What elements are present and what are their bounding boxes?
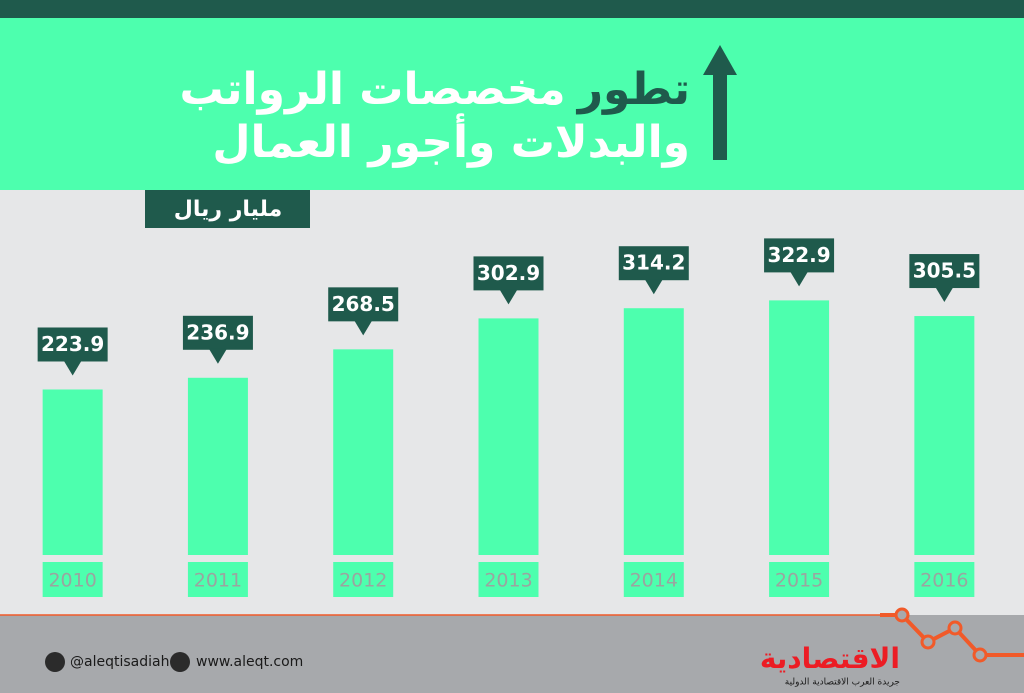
callout-pointer — [790, 271, 809, 287]
x-tick-label: 2015 — [775, 570, 823, 592]
callout-pointer — [935, 287, 954, 303]
decor-dot — [947, 620, 963, 636]
bar — [42, 389, 103, 555]
title-arrow — [703, 45, 737, 160]
x-tick-label: 2016 — [920, 570, 968, 592]
bar — [187, 377, 248, 555]
year-box — [914, 562, 975, 597]
callout-pointer — [208, 348, 227, 364]
x-tick-label: 2012 — [339, 570, 387, 592]
unit-label: مليار ريال — [174, 197, 282, 222]
year-box — [478, 562, 539, 597]
year-box — [623, 562, 684, 597]
web-icon — [170, 652, 190, 672]
value-callout — [909, 254, 980, 289]
x-tick-label: 2014 — [630, 570, 678, 592]
title-lead: تطور — [576, 64, 690, 115]
unit-box — [145, 190, 310, 228]
bar — [623, 308, 684, 555]
value-callout — [182, 315, 253, 350]
value-label: 314.2 — [622, 251, 685, 275]
logo-tagline: جريدة العرب الاقتصادية الدولية — [785, 678, 900, 688]
value-callout — [37, 327, 108, 362]
value-label: 305.5 — [913, 259, 976, 283]
year-box — [769, 562, 830, 597]
bar — [478, 318, 539, 555]
callout-pointer — [644, 279, 663, 295]
header-band — [0, 18, 1024, 190]
callout-pointer — [63, 360, 82, 376]
twitter-icon — [45, 652, 65, 672]
bar — [769, 300, 830, 555]
title-rest: مخصصات الرواتب — [179, 64, 565, 115]
top-strip — [0, 0, 1024, 18]
x-tick-label: 2010 — [48, 570, 96, 592]
x-tick-label: 2013 — [484, 570, 532, 592]
bar — [914, 316, 975, 555]
bar — [333, 349, 394, 555]
year-box — [333, 562, 394, 597]
website: www.aleqt.com — [196, 654, 303, 670]
x-tick-label: 2011 — [194, 570, 242, 592]
value-callout — [764, 238, 835, 273]
value-label: 302.9 — [477, 261, 540, 285]
callout-pointer — [354, 320, 373, 336]
logo: الاقتصادية — [760, 642, 900, 675]
twitter-handle: @aleqtisadiah — [70, 654, 169, 670]
chart-title: تطورمخصصات الرواتب — [179, 64, 690, 115]
decor-dot — [920, 634, 936, 650]
value-callout — [618, 246, 689, 281]
year-box — [187, 562, 248, 597]
value-label: 236.9 — [186, 320, 249, 344]
footer-band — [0, 615, 1024, 693]
value-callout — [328, 287, 399, 322]
chart-title-line2: والبدلات وأجور العمال — [212, 113, 690, 168]
decor-dot — [894, 607, 910, 623]
value-callout — [473, 256, 544, 291]
callout-pointer — [499, 289, 518, 305]
year-box — [42, 562, 103, 597]
value-label: 322.9 — [767, 243, 830, 267]
decor-dot — [972, 647, 988, 663]
value-label: 268.5 — [332, 292, 395, 316]
value-label: 223.9 — [41, 332, 104, 356]
